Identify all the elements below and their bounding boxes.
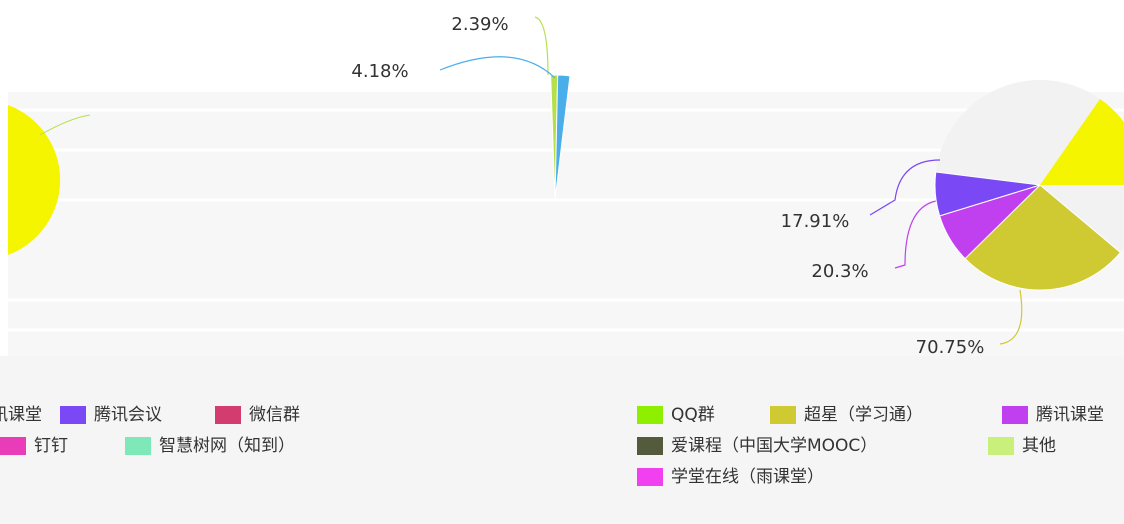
legend-label: 学堂在线（雨课堂） <box>671 467 824 487</box>
legend-swatch <box>988 437 1014 455</box>
leader-line <box>39 114 91 136</box>
legend-label: 超星（学习通） <box>804 405 923 425</box>
leader-line <box>439 56 556 79</box>
data-label: 70.75% <box>916 337 985 358</box>
legend-swatch <box>1002 406 1028 424</box>
legend-swatch <box>125 437 151 455</box>
legend-label: 腾讯会议 <box>94 405 162 425</box>
legend-swatch <box>60 406 86 424</box>
legend-swatch <box>637 406 663 424</box>
legend-swatch <box>0 437 26 455</box>
legend-swatch <box>770 406 796 424</box>
leader-line <box>534 16 549 76</box>
legend-label: 微信群 <box>249 405 300 425</box>
legend-label: 腾讯课堂 <box>0 405 42 425</box>
data-label: 17.91% <box>781 211 850 232</box>
legend-label: QQ群 <box>671 405 715 425</box>
pie-slice <box>554 74 571 201</box>
legend-label: 其他 <box>1022 436 1056 456</box>
legend-label: 爱课程（中国大学MOOC） <box>671 436 877 456</box>
legend-swatch <box>215 406 241 424</box>
pie-slice <box>964 184 1122 291</box>
leader-line <box>999 289 1023 345</box>
data-label: 4.18% <box>351 61 408 82</box>
pie-fragment <box>1040 99 1124 185</box>
legend-swatch <box>637 437 663 455</box>
legend-label: 腾讯课堂 <box>1036 405 1104 425</box>
data-label: 2.39% <box>451 14 508 35</box>
legend-label: 钉钉 <box>34 436 68 456</box>
legend-swatch <box>637 468 663 486</box>
legend-label: 智慧树网（知到） <box>159 436 295 456</box>
leader-line <box>869 159 941 216</box>
glitch-band <box>8 92 1124 356</box>
data-label: 20.3% <box>811 261 868 282</box>
legend-area <box>0 356 1124 524</box>
pie-slice <box>934 171 1041 217</box>
left-pie-fragment <box>8 105 61 255</box>
